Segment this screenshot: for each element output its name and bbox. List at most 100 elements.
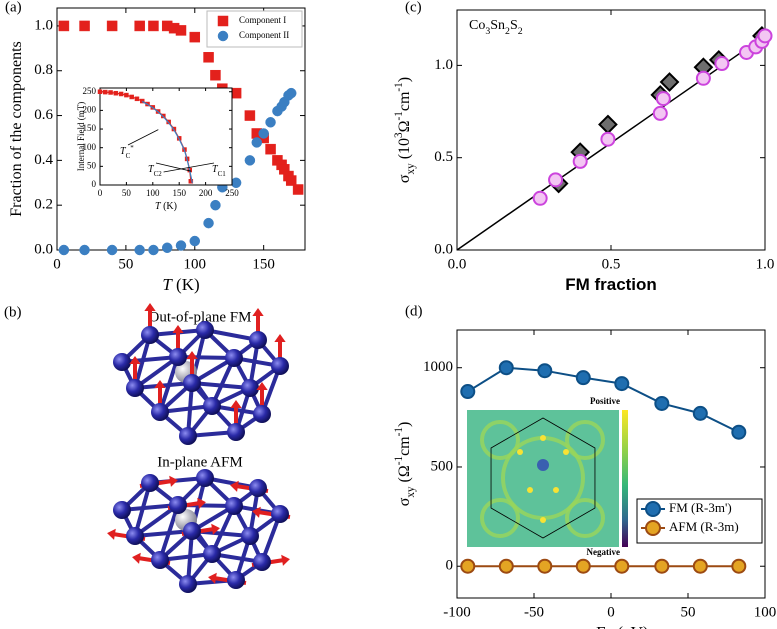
marker [714,56,730,72]
marker [175,25,187,36]
marker [161,242,173,254]
atom-co [179,575,197,593]
marker [134,96,140,102]
y-tick-label: 0.6 [34,107,53,123]
annotation-arrow [155,162,192,172]
label-part: (Ω [396,465,413,486]
x-tick-label: 0 [607,604,615,620]
marker [97,89,103,94]
marker [124,92,129,98]
arrow-head [281,554,290,566]
label-part: T [155,201,162,212]
marker [139,98,145,104]
y-tick-label: 500 [431,458,454,474]
atom-co [249,331,267,349]
marker [460,384,476,400]
marker [108,90,113,95]
arrow-head [274,334,286,342]
marker [265,117,276,128]
arrow-head [252,506,261,518]
atom-co [225,349,243,367]
arrow-head [256,382,268,390]
atom-co [271,505,289,523]
label-part: C1 [218,170,227,178]
marker [189,31,201,43]
x-tick-label: 100 [754,604,777,620]
x-tick-label: 1.0 [756,256,775,272]
legend-label: AFM (R-3m) [669,519,739,534]
marker [103,89,108,95]
marker [460,558,476,574]
y-tick-label: 0.4 [34,152,53,168]
label-part: FM fraction [565,275,657,294]
marker [498,360,514,376]
marker [129,94,134,100]
x-tick-label: 0.0 [448,256,467,272]
arrow-head [169,475,178,487]
marker [600,131,616,147]
label-part: Ω [396,120,413,132]
marker [118,91,124,97]
colorbar [622,410,628,547]
marker [189,235,201,247]
atom-co [225,497,243,515]
atom-co [227,423,245,441]
atom-co [253,553,271,571]
panel-label: (d) [405,303,423,319]
bond [191,381,251,390]
arrow-head [154,380,166,388]
marker [230,87,242,99]
bond [121,503,179,512]
label-part: -1 [393,427,405,436]
label-part: Fraction of the components [8,41,25,217]
atom-co [113,501,131,519]
marker [244,155,256,166]
marker [537,558,553,574]
legend-label: Component I [239,15,286,25]
y-tick-label: 50 [87,160,97,170]
marker [731,558,747,574]
marker [285,87,297,99]
structure-title: In-plane AFM [157,454,242,470]
x-tick-label: 200 [199,188,213,198]
label-part: -1 [393,456,405,465]
marker [645,520,661,536]
marker [572,153,588,169]
x-tick-label: 0.5 [602,256,621,272]
label-part: 3 [393,132,405,138]
y-axis-label: Internal Field (mT) [76,102,86,171]
marker [292,184,304,195]
marker [58,20,70,32]
x-axis-label: T (K) [162,275,199,294]
label-part: xy [405,486,417,498]
y-axis-label: σxy (103Ω-1cm-1) [393,77,417,183]
atom-co [196,469,214,487]
atom-co [249,479,267,497]
atom-co [169,348,187,366]
x-tick-label: 0 [98,188,103,198]
annotation-arrow [127,129,159,146]
y-tick-label: 0 [92,179,97,189]
x-tick-label: 0 [53,256,61,272]
marker [575,370,591,386]
label-part: T [212,164,219,175]
atom-co [141,474,159,492]
x-tick-label: 100 [146,188,160,198]
label-part: C2 [154,170,163,178]
label-part: σ [396,497,413,506]
x-tick-label: 150 [172,188,186,198]
label-part: cm [396,91,413,111]
marker [614,558,630,574]
y-tick-label: 100 [83,142,97,152]
bond [134,529,193,538]
y-tick-label: 0.8 [34,62,53,78]
atom-co [183,374,201,392]
atom-co [151,551,169,569]
marker [210,69,221,81]
atom-co [227,571,245,589]
marker [659,72,680,92]
atom-co [203,545,221,563]
label-part: 3 [485,26,490,37]
x-tick-label: 100 [184,256,207,272]
label-part: xy [405,163,417,175]
